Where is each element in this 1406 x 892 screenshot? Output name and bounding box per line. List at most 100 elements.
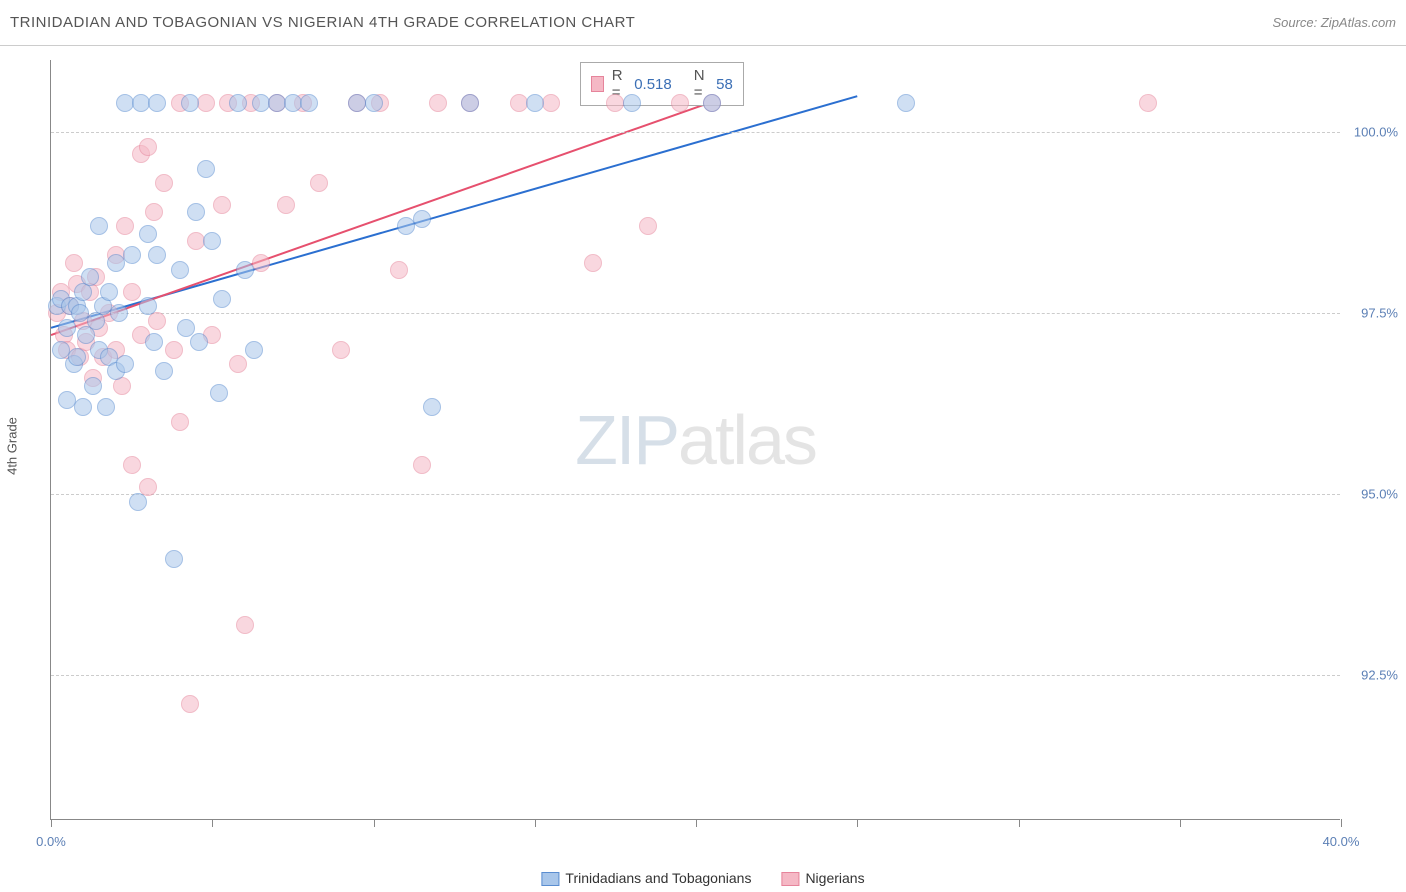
data-point <box>187 203 205 221</box>
data-point <box>81 268 99 286</box>
data-point <box>897 94 915 112</box>
data-point <box>123 456 141 474</box>
gridline <box>51 494 1340 495</box>
data-point <box>310 174 328 192</box>
watermark-atlas: atlas <box>678 401 816 479</box>
data-point <box>671 94 689 112</box>
data-point <box>177 319 195 337</box>
data-point <box>145 333 163 351</box>
y-tick-label: 95.0% <box>1348 487 1398 502</box>
data-point <box>623 94 641 112</box>
data-point <box>181 94 199 112</box>
data-point <box>1139 94 1157 112</box>
x-tick <box>212 819 213 827</box>
trend-lines <box>51 60 1341 820</box>
legend-item: Trinidadians and Tobagonians <box>541 870 751 886</box>
data-point <box>74 398 92 416</box>
stats-n-value: 58 <box>716 76 733 93</box>
data-point <box>139 138 157 156</box>
data-point <box>413 210 431 228</box>
data-point <box>148 94 166 112</box>
legend-label: Trinidadians and Tobagonians <box>565 870 751 886</box>
x-tick <box>1019 819 1020 827</box>
plot-area: ZIPatlas R =0.382N =59R =0.518N =58 92.5… <box>50 60 1340 820</box>
data-point <box>181 695 199 713</box>
legend-swatch <box>541 872 559 886</box>
data-point <box>429 94 447 112</box>
data-point <box>65 254 83 272</box>
data-point <box>155 174 173 192</box>
data-point <box>197 94 215 112</box>
gridline <box>51 132 1340 133</box>
y-axis-label: 4th Grade <box>5 417 20 475</box>
data-point <box>236 616 254 634</box>
x-tick <box>535 819 536 827</box>
data-point <box>236 261 254 279</box>
data-point <box>229 355 247 373</box>
x-tick-label: 40.0% <box>1323 834 1360 849</box>
data-point <box>229 94 247 112</box>
stats-swatch <box>591 76 604 92</box>
data-point <box>139 297 157 315</box>
x-tick <box>696 819 697 827</box>
x-tick <box>1341 819 1342 827</box>
data-point <box>116 217 134 235</box>
data-point <box>84 377 102 395</box>
data-point <box>97 398 115 416</box>
x-tick <box>1180 819 1181 827</box>
y-tick-label: 97.5% <box>1348 306 1398 321</box>
x-tick <box>857 819 858 827</box>
data-point <box>68 348 86 366</box>
data-point <box>252 254 270 272</box>
chart-header: TRINIDADIAN AND TOBAGONIAN VS NIGERIAN 4… <box>0 0 1406 46</box>
data-point <box>277 196 295 214</box>
data-point <box>213 196 231 214</box>
data-point <box>145 203 163 221</box>
gridline <box>51 675 1340 676</box>
x-tick <box>51 819 52 827</box>
watermark-zip: ZIP <box>575 401 678 479</box>
data-point <box>171 261 189 279</box>
data-point <box>197 160 215 178</box>
data-point <box>123 283 141 301</box>
y-tick-label: 100.0% <box>1348 125 1398 140</box>
data-point <box>365 94 383 112</box>
stats-r-value: 0.518 <box>634 76 672 93</box>
y-tick-label: 92.5% <box>1348 668 1398 683</box>
data-point <box>203 232 221 250</box>
data-point <box>542 94 560 112</box>
data-point <box>116 355 134 373</box>
data-point <box>171 413 189 431</box>
data-point <box>390 261 408 279</box>
data-point <box>100 283 118 301</box>
watermark: ZIPatlas <box>575 400 816 480</box>
data-point <box>245 341 263 359</box>
data-point <box>123 246 141 264</box>
legend-label: Nigerians <box>805 870 864 886</box>
legend-swatch <box>781 872 799 886</box>
chart-title: TRINIDADIAN AND TOBAGONIAN VS NIGERIAN 4… <box>10 14 635 31</box>
data-point <box>129 493 147 511</box>
data-point <box>584 254 602 272</box>
x-tick-label: 0.0% <box>36 834 66 849</box>
data-point <box>58 319 76 337</box>
data-point <box>165 550 183 568</box>
data-point <box>139 225 157 243</box>
chart-source: Source: ZipAtlas.com <box>1272 15 1396 30</box>
data-point <box>213 290 231 308</box>
data-point <box>110 304 128 322</box>
data-point <box>165 341 183 359</box>
data-point <box>190 333 208 351</box>
x-tick <box>374 819 375 827</box>
data-point <box>148 246 166 264</box>
data-point <box>639 217 657 235</box>
legend: Trinidadians and Tobagonians Nigerians <box>541 870 864 886</box>
data-point <box>90 217 108 235</box>
data-point <box>526 94 544 112</box>
data-point <box>210 384 228 402</box>
data-point <box>332 341 350 359</box>
legend-item: Nigerians <box>781 870 864 886</box>
gridline <box>51 313 1340 314</box>
data-point <box>155 362 173 380</box>
trend-line <box>51 96 857 328</box>
